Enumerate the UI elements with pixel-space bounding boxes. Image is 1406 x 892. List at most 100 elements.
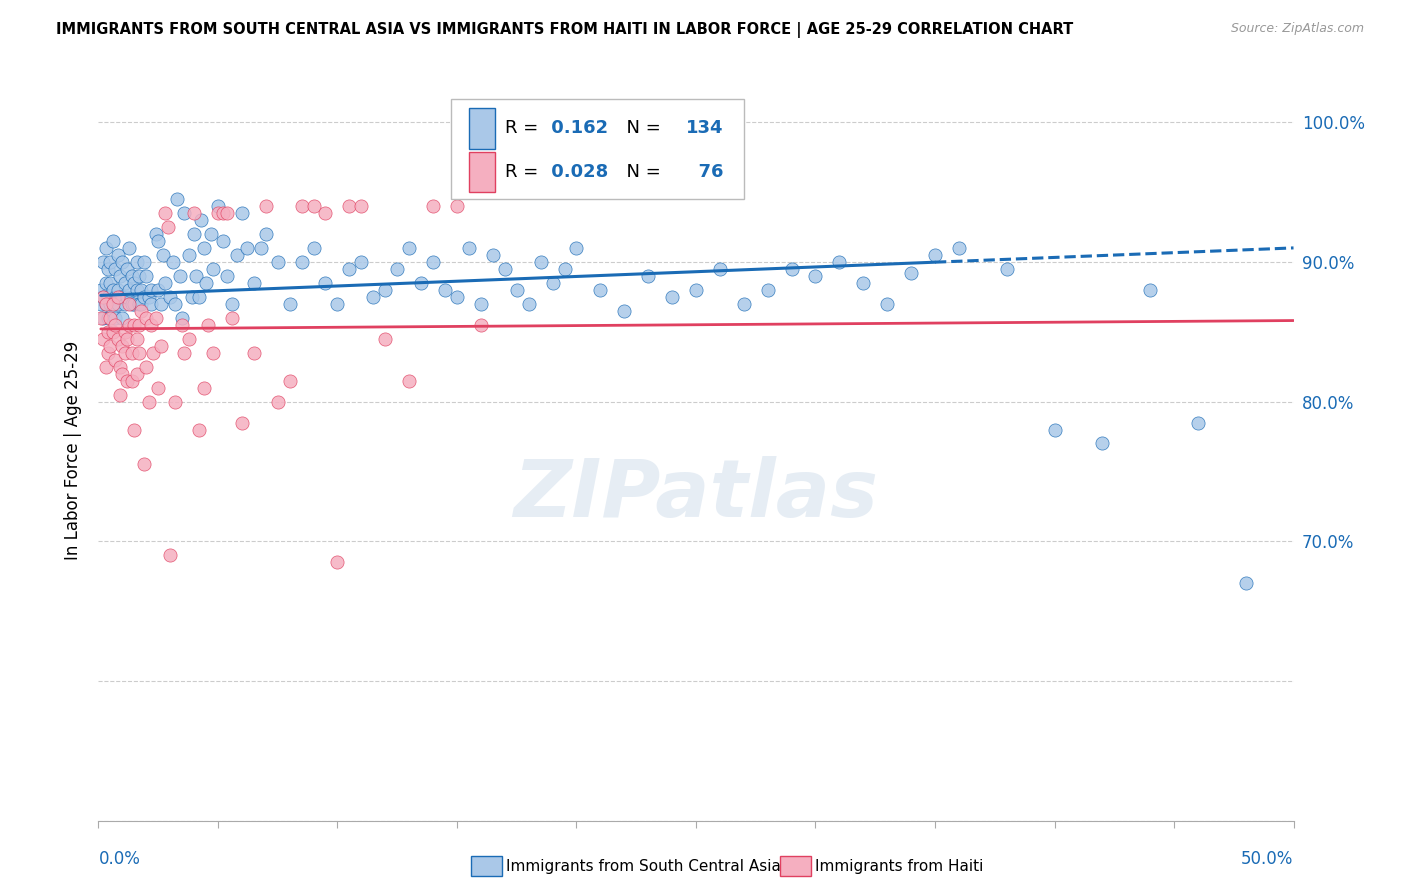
Point (108, 290, 131, 304)
Point (1234, 576, 1257, 591)
Point (152, 248, 174, 262)
Point (183, 227, 205, 241)
Point (114, 345, 136, 359)
Point (554, 261, 576, 276)
Point (111, 310, 134, 325)
Point (221, 310, 243, 325)
Point (132, 255, 155, 269)
Point (97, 325, 120, 339)
Point (107, 248, 129, 262)
Point (589, 283, 612, 297)
Point (517, 297, 540, 311)
Point (339, 199, 361, 213)
Point (115, 374, 138, 388)
Point (163, 297, 186, 311)
Point (1043, 423, 1066, 437)
Point (125, 283, 148, 297)
Point (326, 297, 349, 311)
Point (267, 255, 290, 269)
Point (138, 394, 160, 409)
Point (172, 310, 194, 325)
Point (446, 290, 468, 304)
Point (121, 297, 143, 311)
Point (339, 261, 361, 276)
Point (131, 283, 153, 297)
Point (108, 359, 131, 374)
Point (148, 381, 170, 395)
Point (470, 297, 492, 311)
Point (139, 318, 162, 332)
Point (159, 548, 181, 562)
Point (128, 345, 150, 359)
Point (211, 234, 233, 248)
Point (162, 255, 184, 269)
Point (107, 290, 129, 304)
Point (350, 255, 373, 269)
Point (128, 318, 150, 332)
Point (197, 318, 219, 332)
Point (104, 290, 127, 304)
Point (91, 290, 114, 304)
Point (565, 241, 588, 255)
Point (114, 325, 136, 339)
FancyBboxPatch shape (470, 152, 495, 193)
Point (172, 318, 194, 332)
Point (183, 206, 205, 220)
Point (709, 261, 731, 276)
Point (124, 423, 146, 437)
Point (637, 268, 659, 283)
Point (948, 241, 970, 255)
Point (685, 283, 707, 297)
Point (190, 213, 212, 227)
Point (363, 290, 385, 304)
Point (97, 290, 120, 304)
Point (434, 283, 457, 297)
Point (254, 199, 277, 213)
Point (98, 339, 122, 353)
Point (124, 297, 146, 311)
Point (302, 241, 325, 255)
Point (94, 276, 117, 290)
Point (91, 290, 114, 304)
Point (530, 255, 553, 269)
Point (139, 297, 162, 311)
Point (94, 297, 117, 311)
Point (876, 297, 898, 311)
Point (91, 310, 114, 325)
Point (107, 283, 129, 297)
Point (481, 248, 505, 262)
Point (661, 290, 683, 304)
Point (101, 297, 124, 311)
Point (94, 241, 117, 255)
Point (187, 423, 209, 437)
Point (94, 359, 117, 374)
Point (97, 310, 120, 325)
Point (231, 206, 253, 220)
Point (132, 458, 155, 472)
Point (156, 219, 179, 234)
Point (139, 283, 162, 297)
Point (149, 297, 172, 311)
Point (90, 283, 112, 297)
Point (446, 199, 468, 213)
Point (142, 345, 165, 359)
Point (132, 290, 155, 304)
Point (124, 276, 146, 290)
Point (128, 297, 150, 311)
Point (235, 241, 257, 255)
Point (193, 241, 215, 255)
Point (924, 248, 946, 262)
Point (115, 261, 138, 276)
Point (422, 255, 444, 269)
Point (114, 276, 136, 290)
Point (350, 199, 373, 213)
Point (125, 367, 148, 381)
Point (326, 555, 349, 569)
Point (207, 206, 229, 220)
Point (145, 227, 167, 241)
Point (125, 255, 148, 269)
Y-axis label: In Labor Force | Age 25-29: In Labor Force | Age 25-29 (65, 341, 83, 560)
Point (217, 206, 239, 220)
Point (267, 394, 290, 409)
FancyBboxPatch shape (470, 108, 495, 149)
